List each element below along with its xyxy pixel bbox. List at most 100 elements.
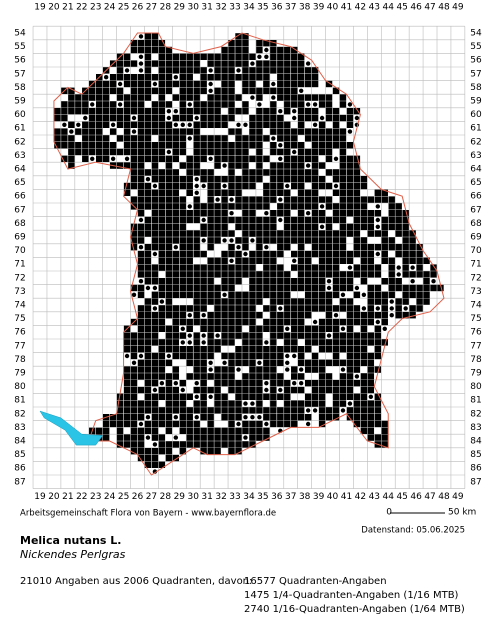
occurrence-square	[207, 94, 214, 101]
occurrence-dot	[354, 115, 360, 121]
occurrence-square	[68, 94, 75, 101]
occurrence-square	[381, 189, 388, 196]
occurrence-square	[193, 203, 200, 210]
occurrence-square	[144, 53, 152, 60]
occurrence-square	[221, 155, 228, 162]
occurrence-square	[214, 210, 221, 217]
occurrence-square	[123, 414, 131, 421]
occurrence-square	[193, 441, 200, 448]
occurrence-square	[360, 407, 368, 414]
occurrence-square	[339, 380, 347, 387]
occurrence-square	[367, 427, 375, 434]
occurrence-square	[332, 386, 340, 394]
row-label: 54	[14, 29, 26, 39]
occurrence-square	[235, 318, 242, 326]
occurrence-square	[186, 216, 193, 224]
occurrence-square	[179, 114, 186, 122]
occurrence-square	[311, 142, 319, 149]
occurrence-square	[332, 278, 340, 285]
occurrence-square	[221, 380, 228, 387]
occurrence-square	[402, 257, 409, 264]
occurrence-dot	[173, 75, 179, 80]
occurrence-dot	[312, 122, 318, 128]
occurrence-square	[137, 454, 145, 462]
occurrence-square	[346, 414, 354, 421]
occurrence-dot	[194, 183, 199, 189]
occurrence-square	[297, 305, 305, 312]
occurrence-square	[277, 271, 284, 278]
occurrence-square	[311, 155, 319, 162]
column-label: 35	[257, 492, 268, 502]
occurrence-square	[277, 244, 284, 251]
occurrence-square	[249, 312, 256, 319]
occurrence-square	[158, 46, 166, 54]
occurrence-square	[284, 74, 291, 81]
occurrence-square	[270, 305, 277, 312]
occurrence-square	[409, 284, 416, 292]
row-label: 86	[14, 464, 26, 474]
occurrence-square	[270, 264, 277, 271]
occurrence-square	[360, 427, 368, 434]
occurrence-square	[360, 414, 368, 421]
occurrence-square	[137, 264, 145, 271]
occurrence-square	[89, 148, 96, 156]
occurrence-square	[332, 352, 340, 360]
occurrence-square	[270, 318, 277, 326]
occurrence-square	[214, 366, 221, 373]
occurrence-square	[277, 250, 284, 258]
occurrence-square	[353, 176, 361, 183]
occurrence-square	[311, 148, 319, 156]
occurrence-square	[242, 40, 249, 47]
occurrence-square	[416, 298, 423, 305]
occurrence-square	[186, 169, 193, 176]
occurrence-square	[430, 271, 437, 278]
column-label: 24	[104, 492, 116, 502]
occurrence-square	[304, 216, 312, 224]
occurrence-square	[339, 216, 347, 224]
occurrence-square	[304, 393, 312, 400]
occurrence-square	[374, 298, 382, 305]
occurrence-square	[263, 135, 270, 142]
occurrence-square	[311, 400, 319, 407]
column-label: 31	[201, 492, 212, 502]
occurrence-square	[367, 230, 375, 237]
occurrence-square	[172, 189, 180, 196]
occurrence-square	[235, 407, 242, 414]
occurrence-square	[172, 53, 180, 60]
occurrence-square	[409, 271, 416, 278]
occurrence-square	[151, 237, 159, 244]
occurrence-square	[263, 264, 270, 271]
occurrence-square	[263, 250, 270, 258]
occurrence-square	[325, 244, 333, 251]
occurrence-square	[325, 203, 333, 210]
occurrence-square	[75, 142, 82, 149]
occurrence-dot	[410, 279, 415, 284]
occurrence-square	[158, 182, 166, 190]
occurrence-square	[193, 339, 200, 346]
occurrence-square	[249, 250, 256, 258]
detail: 2740 1/16-Quadranten-Angaben (1/64 MTB)	[244, 604, 465, 615]
occurrence-square	[277, 393, 284, 400]
occurrence-square	[346, 305, 354, 312]
occurrence-square	[96, 101, 103, 108]
occurrence-square	[228, 250, 235, 258]
occurrence-square	[130, 46, 138, 54]
occurrence-square	[130, 386, 138, 394]
occurrence-square	[339, 298, 347, 305]
occurrence-dot	[375, 319, 381, 325]
occurrence-square	[207, 284, 214, 292]
occurrence-square	[249, 223, 256, 230]
occurrence-square	[242, 135, 249, 142]
occurrence-square	[179, 393, 186, 400]
occurrence-square	[228, 332, 235, 339]
occurrence-square	[325, 237, 333, 244]
occurrence-square	[151, 244, 159, 251]
occurrence-square	[311, 74, 319, 81]
occurrence-square	[249, 434, 256, 441]
occurrence-square	[207, 298, 214, 305]
occurrence-square	[311, 135, 319, 142]
occurrence-square	[214, 148, 221, 156]
column-label: 19	[34, 492, 46, 502]
occurrence-square	[416, 271, 423, 278]
occurrence-square	[249, 420, 256, 428]
